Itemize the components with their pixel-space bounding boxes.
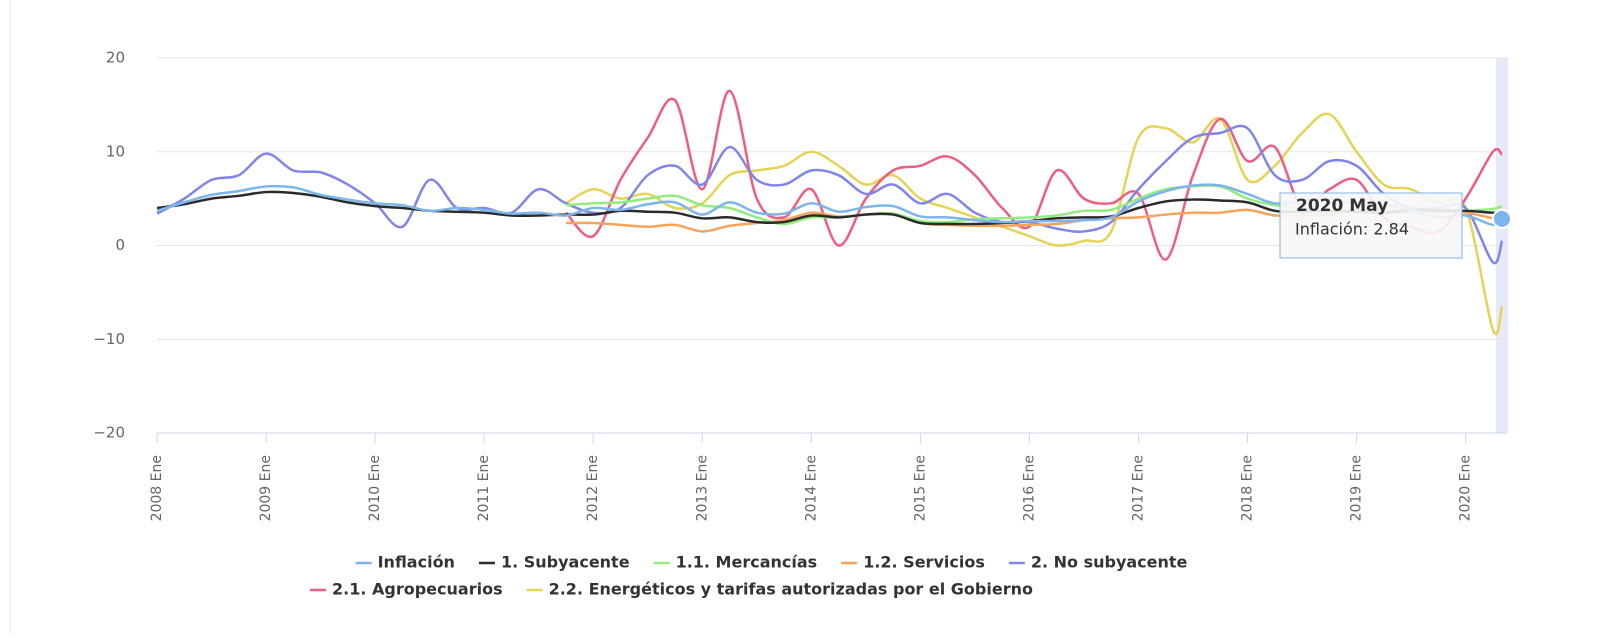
x-tick-label: 2013 Ene (694, 455, 710, 521)
legend-row: 2.1. Agropecuarios 2.2. Energéticos y tar… (310, 580, 1033, 599)
tooltip-box (1279, 192, 1463, 259)
legend-label: 2.1. Agropecuarios (332, 580, 503, 599)
x-tick-label: 2014 Ene (803, 455, 819, 521)
legend-item[interactable]: 2.1. Agropecuarios (310, 580, 503, 599)
legend-item[interactable]: 1.2. Servicios (841, 553, 985, 572)
tooltip-header: 2020 May (1296, 196, 1388, 216)
legend-label: 2.2. Energéticos y tarifas autorizadas p… (549, 580, 1033, 599)
x-tick-label: 2012 Ene (585, 455, 601, 521)
legend-label: 1.1. Mercancías (676, 553, 818, 572)
legend-label: 1.2. Servicios (863, 553, 985, 572)
x-tick-label: 2020 Ene (1458, 455, 1474, 521)
hover-marker (1491, 208, 1512, 229)
tooltip: 2020 May Inflación: 2.84 (1279, 192, 1463, 259)
y-tick-label: 0 (115, 236, 125, 254)
series-line (565, 112, 1504, 335)
series-line (156, 124, 1504, 265)
x-tick-label: 2018 Ene (1240, 455, 1256, 521)
tooltip-text: Inflación: 2.84 (1295, 220, 1409, 239)
x-tick-label: 2016 Ene (1021, 455, 1037, 521)
legend-row: Inflación 1. Subyacente 1.1. Mercancías 1.2… (355, 553, 1188, 572)
x-tick-label: 2010 Ene (367, 455, 383, 521)
y-tick-label: −10 (93, 330, 125, 348)
legend-item[interactable]: 1. Subyacente (478, 553, 630, 572)
legend-item[interactable]: 1.1. Mercancías (653, 553, 818, 572)
x-tick-label: 2017 Ene (1130, 455, 1146, 521)
x-tick-label: 2019 Ene (1349, 455, 1365, 521)
legend-label: 1. Subyacente (501, 553, 630, 572)
x-tick-label: 2011 Ene (476, 455, 492, 521)
legend-label: Inflación (378, 553, 455, 572)
legend-item[interactable]: 2. No subyacente (1008, 553, 1188, 572)
legend-label: 2. No subyacente (1031, 553, 1188, 572)
x-tick-label: 2009 Ene (258, 455, 274, 521)
x-tick-label: 2015 Ene (912, 455, 928, 521)
x-tick-label: 2008 Ene (149, 455, 165, 521)
y-tick-label: −20 (93, 424, 125, 442)
y-tick-label: 20 (106, 49, 125, 67)
legend-item[interactable]: 2.2. Energéticos y tarifas autorizadas p… (526, 580, 1033, 599)
y-tick-label: 10 (106, 142, 125, 160)
legend-item[interactable]: Inflación (355, 553, 455, 572)
